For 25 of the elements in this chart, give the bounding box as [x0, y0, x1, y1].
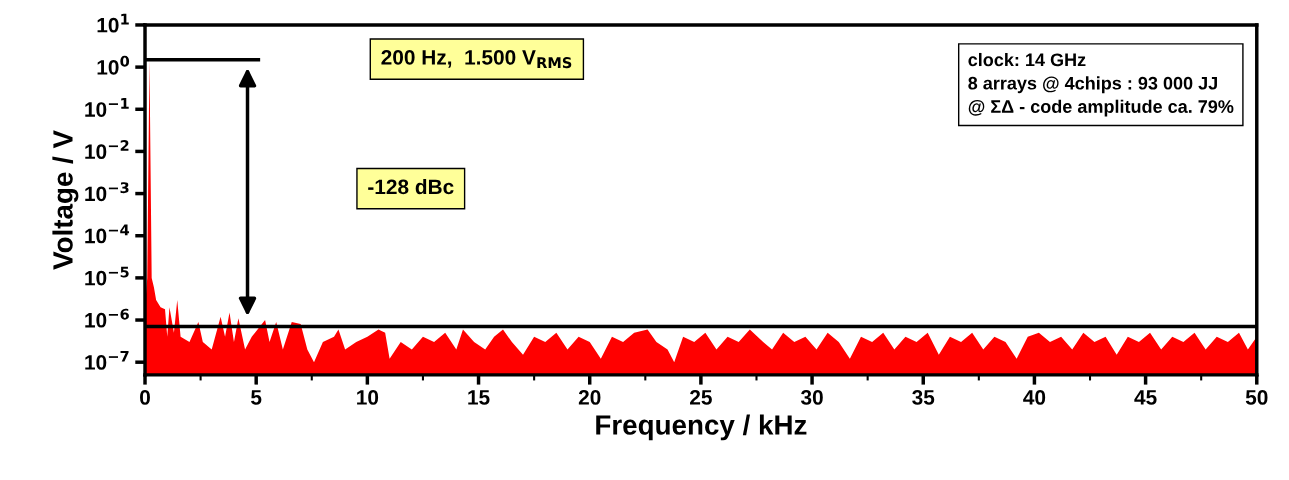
annotation: 200 Hz, 1.500 V$_{RMS}$: [381, 49, 572, 69]
y-tick-label: 10$^{−4}$: [85, 224, 130, 244]
x-tick-label: 15: [468, 390, 490, 405]
x-tick-label: 40: [1023, 390, 1046, 405]
y-tick-label: 10$^{−2}$: [85, 140, 129, 160]
x-tick-label: 5: [251, 390, 262, 405]
y-axis-title: Voltage / V: [52, 130, 79, 270]
y-tick-label: 10$^{0}$: [97, 55, 130, 75]
annotation: clock: 14 GHz 8 arrays @ 4chips : 93 000 JJ @ ΣΔ - code amplitude ca. 79%: [968, 52, 1234, 117]
x-tick-label: 50: [1245, 390, 1268, 405]
x-tick-label: 25: [690, 390, 712, 405]
y-tick-label: 10$^{−1}$: [85, 98, 129, 117]
y-tick-label: 10$^{−6}$: [85, 308, 129, 328]
x-tick-label: 0: [140, 390, 150, 405]
y-tick-label: 10$^{−7}$: [85, 350, 129, 370]
x-axis-title: Frequency / kHz: [596, 414, 807, 441]
y-tick-label: 10$^{1}$: [97, 13, 129, 33]
annotation: -128 dBc: [368, 178, 454, 195]
x-tick-label: 10: [357, 390, 379, 405]
x-tick-label: 45: [1134, 390, 1157, 405]
x-tick-label: 30: [800, 390, 823, 405]
y-tick-label: 10$^{−3}$: [85, 182, 129, 202]
y-tick-label: 10$^{−5}$: [85, 266, 129, 286]
x-tick-label: 20: [578, 390, 601, 405]
x-tick-label: 35: [912, 390, 935, 405]
